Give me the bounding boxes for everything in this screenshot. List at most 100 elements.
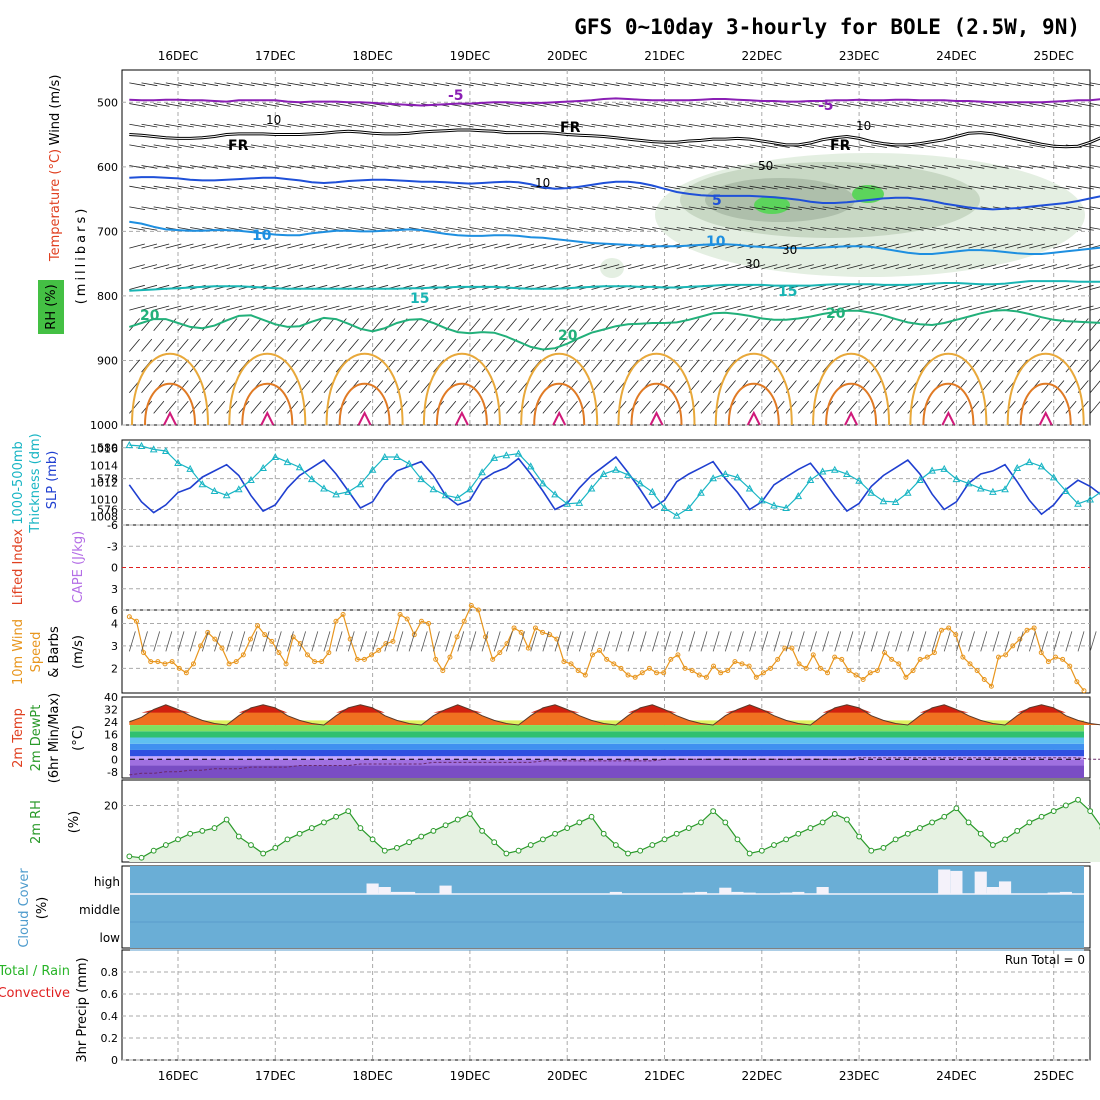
wind-barb (980, 338, 992, 352)
wind-barb (420, 318, 432, 332)
wind-barb (797, 359, 809, 373)
wind-barb (275, 206, 292, 211)
wind-barb (737, 284, 754, 290)
wind-barb (542, 82, 559, 87)
rh-point (989, 842, 996, 848)
wind-barb (226, 359, 238, 373)
wind-barb (1090, 286, 1100, 290)
wind-speed-point (711, 663, 717, 669)
wind-barb (481, 123, 498, 128)
slp-point (453, 493, 462, 501)
wind-barb (165, 103, 182, 107)
wind-barb (798, 264, 814, 270)
wind-barb (287, 264, 304, 270)
precip-tick: 0.6 (101, 988, 119, 1001)
wind-barb (822, 318, 834, 332)
wind-barb (287, 400, 299, 414)
wind-barb (190, 144, 206, 149)
wind-speed-point (511, 625, 517, 631)
rh-point (819, 819, 826, 826)
wind-barb-10m (1065, 631, 1073, 652)
wind-barb (627, 338, 639, 352)
wind-barb (287, 206, 304, 211)
wind-barb (275, 305, 291, 311)
rh-point (698, 819, 704, 826)
wind-barb (737, 264, 754, 270)
rh-point (552, 830, 558, 837)
wind-barb (372, 264, 389, 270)
wind-speed-point (333, 618, 339, 624)
slp-point (952, 475, 961, 483)
wind-speed-point (404, 616, 410, 622)
wind-barb (445, 82, 462, 87)
wind-barb (713, 123, 729, 128)
wind-barb (226, 338, 238, 352)
rh-point (454, 816, 461, 823)
wind-barb (1077, 284, 1094, 290)
wind-barb (871, 227, 888, 231)
wind-barb (129, 103, 146, 107)
wind-barb (445, 185, 462, 190)
wind-barb (141, 243, 158, 249)
wind-barb (615, 359, 627, 373)
mb-tick: 500 (97, 96, 118, 109)
wind-speed-point (447, 654, 453, 660)
wind-barb (469, 144, 486, 149)
wind-speed-point (525, 645, 531, 651)
wind-barb (700, 359, 712, 373)
wind-barb (567, 123, 584, 128)
wind-barb-10m (712, 631, 720, 652)
wind-barb-10m (542, 631, 550, 652)
wind-barb (761, 82, 778, 87)
wind-barb (445, 144, 462, 149)
wind-barb (761, 185, 778, 190)
wind-barb (858, 400, 870, 414)
wind-barb (518, 243, 535, 249)
wind-barb (445, 206, 462, 211)
wind-barb (664, 123, 681, 128)
wind-barb (810, 338, 822, 352)
wind-barb (846, 318, 858, 332)
wind-barb (262, 338, 274, 352)
wind-speed-point (589, 652, 595, 658)
rh-point (539, 836, 546, 843)
wind-barb (409, 123, 425, 128)
wind-barb (676, 185, 693, 190)
wind-barb (372, 318, 384, 332)
slp-point (405, 459, 413, 467)
wind-barb (1065, 243, 1082, 249)
wind-barb (530, 103, 547, 107)
wind-barb (883, 318, 895, 332)
wind-barb (968, 305, 985, 311)
wind-barb-10m (737, 631, 744, 652)
wind-barb (469, 227, 486, 231)
wind-barb (688, 123, 705, 128)
wind-barb (1065, 264, 1082, 270)
wind-barb (457, 380, 469, 393)
wind-barb-10m (238, 631, 246, 652)
wind-barb (129, 82, 146, 87)
wind-barb (591, 165, 608, 169)
wind-speed-point (817, 665, 823, 671)
wind-speed-point (1024, 627, 1030, 633)
wind-speed-point (340, 611, 346, 617)
wind-barb (1041, 227, 1058, 231)
wind-barb (1017, 123, 1034, 128)
wind-barb (676, 123, 693, 128)
wind-barb (786, 264, 802, 270)
wind-barb (141, 264, 158, 270)
wind-barb (250, 264, 267, 270)
wind-barb (1017, 305, 1033, 311)
wind-barb-10m (518, 631, 525, 652)
wind-barb (263, 185, 279, 190)
wind-barb (1090, 103, 1100, 106)
wind-barb (749, 284, 766, 290)
rh-label-10: 10 (856, 119, 871, 133)
cloud-high-bar (378, 887, 391, 894)
wind-barb (968, 284, 985, 290)
wind-barb (506, 400, 517, 414)
wind-barb (919, 206, 936, 211)
wind-barb (943, 400, 955, 414)
wind-barb (311, 400, 323, 414)
date-label-top: 25DEC (1033, 49, 1073, 63)
